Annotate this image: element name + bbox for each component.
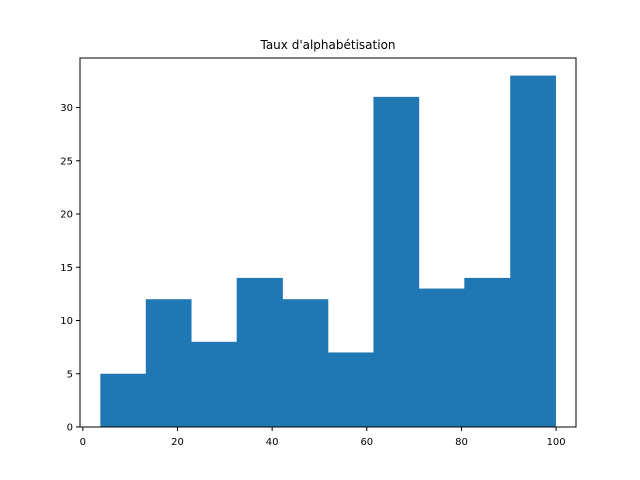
histogram-bar (100, 373, 147, 427)
y-tick-label: 0 (67, 423, 73, 434)
histogram-bar (464, 277, 511, 427)
histogram-bar (145, 299, 192, 427)
histogram-bar (191, 341, 237, 427)
histogram-bar (418, 288, 465, 427)
histogram-bar (373, 96, 420, 428)
x-tick-label: 80 (455, 437, 468, 448)
histogram-bar (236, 277, 283, 427)
x-tick-label: 60 (360, 437, 373, 448)
bars-group (100, 75, 556, 428)
y-tick-label: 5 (67, 369, 73, 380)
x-tick-label: 0 (80, 437, 86, 448)
histogram-bar (282, 299, 329, 427)
histogram-bar (328, 352, 374, 427)
axes-frame (79, 57, 577, 428)
y-tick-label: 15 (60, 263, 73, 274)
y-tick-label: 25 (60, 156, 73, 167)
x-tick-label: 40 (266, 437, 279, 448)
y-tick-label: 20 (60, 210, 73, 221)
x-tick-label: 20 (171, 437, 184, 448)
y-axis-ticks: 0 5 10 15 20 25 30 (60, 103, 80, 434)
histogram-bar (510, 75, 556, 427)
chart-title: Taux d'alphabétisation (259, 38, 395, 52)
y-tick-label: 10 (60, 316, 73, 327)
x-axis-ticks: 0 20 40 60 80 100 (80, 427, 566, 448)
y-tick-label: 30 (60, 103, 73, 114)
x-tick-label: 100 (547, 437, 566, 448)
